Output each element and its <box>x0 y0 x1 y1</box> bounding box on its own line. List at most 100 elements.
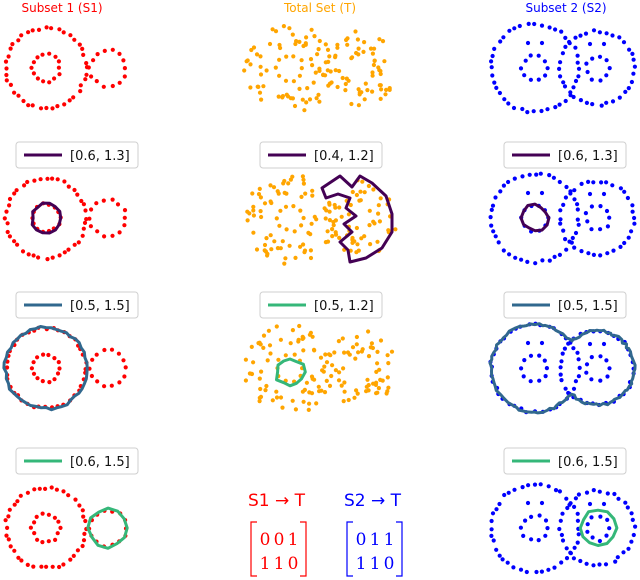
data-point <box>52 356 57 361</box>
data-point <box>559 29 564 34</box>
data-point <box>575 540 580 545</box>
data-point <box>563 44 568 50</box>
data-point <box>536 53 541 58</box>
data-point <box>102 384 107 389</box>
data-point <box>62 179 67 184</box>
data-point <box>518 525 524 530</box>
data-point <box>377 219 382 224</box>
data-point <box>576 532 581 537</box>
data-point <box>278 337 283 342</box>
data-point <box>572 545 577 550</box>
data-point <box>546 484 551 489</box>
data-point <box>349 101 354 107</box>
data-point <box>324 360 330 365</box>
data-point <box>333 53 338 58</box>
data-point <box>22 183 27 188</box>
legend-label: [0.5, 1.5] <box>558 299 618 314</box>
data-point <box>95 229 100 234</box>
data-point <box>284 54 289 59</box>
data-point <box>585 522 590 527</box>
data-point <box>290 398 295 403</box>
data-point <box>603 562 609 567</box>
data-point <box>372 46 377 51</box>
data-point <box>586 251 591 256</box>
data-point <box>41 79 46 84</box>
data-point <box>539 108 544 114</box>
data-point <box>540 258 545 263</box>
data-point <box>633 524 638 529</box>
data-point <box>117 51 122 57</box>
data-point <box>612 491 617 497</box>
data-point <box>490 53 495 59</box>
data-point <box>109 383 114 388</box>
data-point <box>291 54 296 59</box>
data-point <box>55 371 61 376</box>
data-point <box>270 27 275 32</box>
data-point <box>89 207 94 212</box>
data-point <box>335 42 340 47</box>
data-point <box>371 187 376 192</box>
data-point <box>598 78 603 83</box>
data-point <box>337 370 342 375</box>
data-point <box>604 208 610 214</box>
data-point <box>370 89 375 94</box>
data-point <box>6 54 11 59</box>
data-point <box>95 379 100 384</box>
data-point <box>365 88 370 93</box>
data-point <box>545 107 550 112</box>
data-point <box>94 352 99 357</box>
data-point <box>258 195 263 200</box>
data-point <box>10 42 15 47</box>
data-point <box>366 329 371 334</box>
data-point <box>537 513 542 518</box>
data-point <box>621 550 626 555</box>
data-point <box>597 562 602 567</box>
data-point <box>257 376 262 381</box>
data-point <box>278 246 283 251</box>
data-point <box>493 195 498 200</box>
legend-label: [0.5, 1.5] <box>70 299 130 314</box>
data-point <box>632 221 637 226</box>
data-point <box>49 26 54 31</box>
data-point <box>110 233 115 238</box>
data-point <box>15 499 20 504</box>
data-point <box>55 177 60 182</box>
data-point <box>568 90 573 95</box>
legend-box <box>259 141 383 169</box>
data-point <box>317 68 322 73</box>
data-point <box>39 564 44 569</box>
data-point <box>265 251 270 256</box>
data-point <box>356 350 361 355</box>
data-point <box>385 375 390 380</box>
persistent-loop-blue <box>2 325 89 412</box>
data-point <box>8 544 13 549</box>
data-point <box>583 31 589 36</box>
data-point <box>604 73 609 78</box>
data-point <box>43 486 48 491</box>
data-point <box>77 503 82 508</box>
data-point <box>333 68 338 73</box>
data-point <box>40 52 45 57</box>
data-point <box>117 80 122 85</box>
data-point <box>35 76 41 81</box>
data-point <box>257 340 262 345</box>
data-point <box>370 70 375 75</box>
data-point <box>368 242 373 247</box>
data-point <box>81 538 87 543</box>
data-point <box>255 84 260 89</box>
matrix-cell: 0 <box>384 554 395 574</box>
data-point <box>529 514 534 520</box>
legend-box <box>503 141 627 169</box>
data-point <box>350 240 355 245</box>
legend-r2c2: [0.5, 1.2] <box>259 291 383 319</box>
data-point <box>630 517 635 523</box>
data-point <box>629 511 634 516</box>
data-point <box>559 560 564 565</box>
data-point <box>631 57 636 62</box>
data-point <box>511 105 517 111</box>
data-point <box>525 40 531 46</box>
data-point <box>258 64 263 69</box>
matrix-cell: 0 <box>260 530 271 550</box>
data-point <box>258 54 263 59</box>
data-point <box>261 84 266 89</box>
